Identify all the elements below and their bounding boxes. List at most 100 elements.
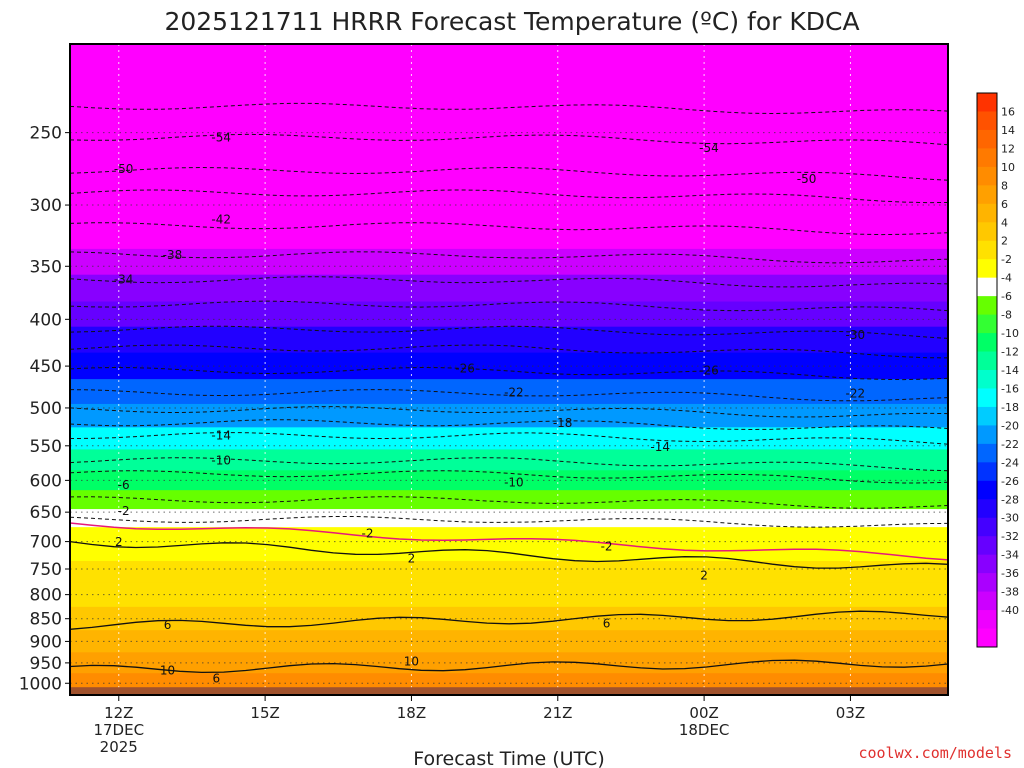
plot-frame — [69, 43, 949, 696]
contour-label: -6 — [118, 478, 130, 492]
contour-label: -54 — [211, 130, 231, 144]
colorbar-tick-label: -24 — [1001, 456, 1019, 469]
contour-label: -22 — [846, 386, 866, 400]
x-tick-label: 00Z — [689, 704, 718, 722]
colorbar-swatch — [977, 148, 997, 168]
colorbar-swatch — [977, 370, 997, 389]
y-tick-label: 550 — [30, 437, 62, 457]
colorbar-swatch — [977, 517, 997, 537]
temperature-band — [70, 152, 948, 189]
ground-strip — [70, 687, 948, 695]
colorbar-tick-label: -16 — [1001, 382, 1019, 395]
colorbar-tick-label: -2 — [1001, 253, 1012, 266]
x-tick-label: 03Z — [836, 704, 865, 722]
isotherm-solid — [69, 540, 949, 569]
colorbar-tick-label: -36 — [1001, 567, 1019, 580]
temperature-band — [70, 509, 948, 528]
contour-label: 6 — [603, 616, 611, 630]
temperature-band — [70, 379, 948, 405]
contour-label: -50 — [797, 172, 817, 186]
colorbar-tick-label: -34 — [1001, 549, 1019, 562]
colorbar-tick-label: -28 — [1001, 493, 1019, 506]
contour-label: -2 — [601, 540, 613, 554]
colorbar-swatch — [977, 222, 997, 242]
y-tick-label: 650 — [30, 503, 62, 523]
colorbar-tick-label: -26 — [1001, 475, 1019, 488]
colorbar-swatch — [977, 591, 997, 611]
colorbar-tick-label: 14 — [1001, 124, 1015, 137]
y-tick-label: 1000 — [19, 674, 62, 694]
contour-label: -10 — [504, 475, 524, 489]
contour-label: 10 — [404, 655, 419, 669]
contour-label: 10 — [160, 663, 175, 677]
temperature-band — [70, 527, 948, 546]
colorbar-tick-label: 8 — [1001, 179, 1008, 192]
x-tick-label: 21Z — [543, 704, 572, 722]
colorbar-swatch — [977, 111, 997, 131]
temperature-band — [70, 582, 948, 608]
temperature-band — [70, 490, 948, 510]
colorbar-tick-label: 4 — [1001, 216, 1008, 229]
colorbar-tick-label: 16 — [1001, 105, 1015, 118]
colorbar-swatch — [977, 554, 997, 574]
y-tick-label: 750 — [30, 560, 62, 580]
isotherm-solid — [69, 659, 949, 674]
contour-label: 2 — [408, 551, 416, 565]
colorbar-swatch — [977, 443, 997, 463]
colorbar-swatch — [977, 166, 997, 186]
temperature-band — [70, 652, 948, 674]
y-tick-label: 250 — [30, 124, 62, 144]
temperature-band — [70, 248, 948, 276]
contour-label: -14 — [211, 429, 231, 443]
colorbar-frame — [976, 92, 998, 648]
colorbar-tick-label: -32 — [1001, 530, 1019, 543]
colorbar-swatch — [977, 425, 997, 445]
x-tick-label: 15Z — [250, 704, 279, 722]
y-tick-label: 300 — [30, 196, 62, 216]
y-tick-label: 700 — [30, 533, 62, 553]
temperature-band — [70, 274, 948, 303]
credit-link[interactable]: coolwx.com/models — [858, 744, 1012, 762]
contour-label: 6 — [164, 618, 172, 632]
x-tick-label: 17DEC — [93, 721, 144, 739]
isotherm-solid — [69, 610, 949, 630]
colorbar-swatch — [977, 480, 997, 500]
colorbar-swatch — [977, 610, 997, 630]
temperature-band — [70, 630, 948, 653]
colorbar-tick-label: -10 — [1001, 327, 1019, 340]
colorbar-tick-label: -30 — [1001, 512, 1019, 525]
temperature-band — [70, 449, 948, 471]
contour-label: -30 — [846, 328, 866, 342]
temperature-band — [70, 352, 948, 380]
colorbar-tick-label: -4 — [1001, 272, 1012, 285]
y-tick-label: 800 — [30, 586, 62, 606]
y-tick-label: 600 — [30, 471, 62, 491]
colorbar-swatch — [977, 277, 997, 297]
x-axis-label: Forecast Time (UTC) — [413, 748, 604, 768]
y-tick-label: 950 — [30, 654, 62, 674]
contour-labels: -58-54-54-50-50-42-38-34-30-26-26-22-22-… — [114, 130, 866, 685]
contour-label: -14 — [650, 440, 670, 454]
colorbar-tick-label: -20 — [1001, 419, 1019, 432]
contour-label: -38 — [163, 248, 183, 262]
temperature-band — [70, 606, 948, 631]
colorbar-tick-label: -6 — [1001, 290, 1012, 303]
colorbar-swatch — [977, 573, 997, 593]
colorbar-tick-label: 6 — [1001, 198, 1008, 211]
freezing-line — [69, 522, 949, 561]
y-tick-label: 900 — [30, 632, 62, 652]
isotherm-contours — [69, 102, 949, 674]
colorbar-tick-label: -8 — [1001, 309, 1012, 322]
colorbar-legend: 16 14 12 10 8 6 4 2 -2 -4 -6 -8 -10 -12 -14 -16 -18 -20 -2… — [976, 92, 1019, 648]
colorbar-swatch — [977, 499, 997, 519]
colorbar-swatch — [977, 93, 997, 112]
contour-label: -2 — [362, 527, 374, 541]
contour-label: 6 — [213, 671, 221, 685]
colorbar-tick-label: -40 — [1001, 604, 1019, 617]
colorbar-swatch — [977, 462, 997, 482]
x-tick-label: 18Z — [397, 704, 426, 722]
pressure-axis: 2503003504004505005506006507007508008509… — [19, 124, 70, 694]
colorbar-tick-label: 2 — [1001, 235, 1008, 248]
grid-lines — [70, 44, 948, 695]
contour-label: -10 — [211, 454, 231, 468]
